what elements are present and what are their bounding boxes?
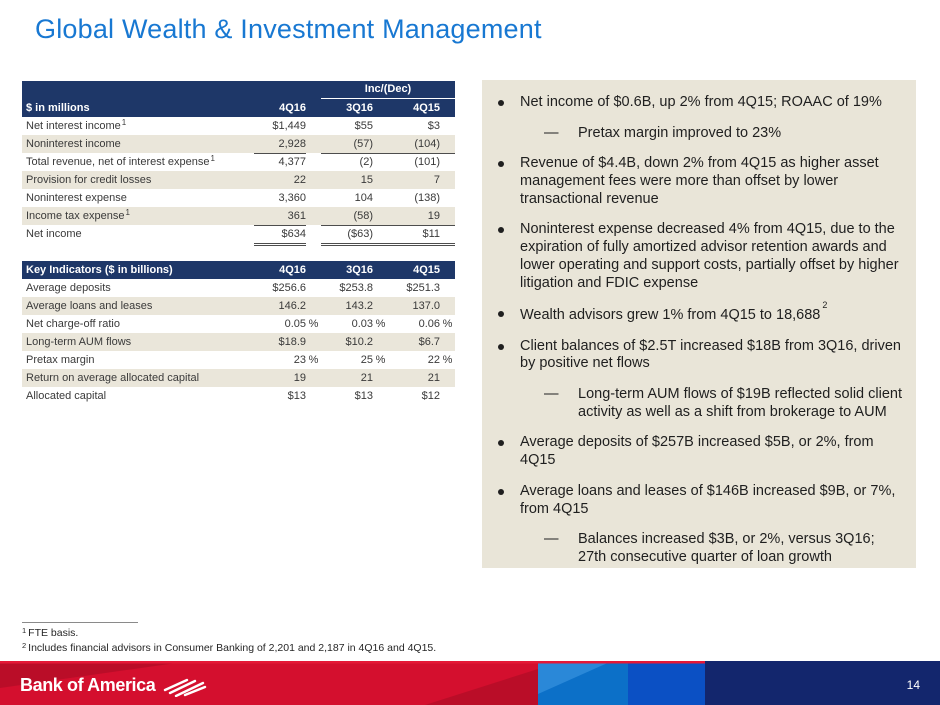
- footer-band-graphic: [0, 661, 940, 705]
- col-4q15: 4Q15: [413, 102, 440, 114]
- table-row: Provision for credit losses 22 15 7: [22, 171, 455, 189]
- table-row: Net charge-off ratio 0.05% 0.03% 0.06%: [26, 318, 453, 330]
- table-row: Return on average allocated capital 19 2…: [22, 369, 455, 387]
- bullet-icon: [498, 343, 504, 350]
- bullet-icon: [498, 440, 504, 447]
- list-item: Client balances of $2.5T increased $18B …: [498, 338, 902, 373]
- list-item: Revenue of $4.4B, down 2% from 4Q15 as h…: [498, 155, 902, 208]
- page-title: Global Wealth & Investment Management: [35, 14, 542, 44]
- table1-incdec-row: Inc/(Dec): [22, 81, 455, 99]
- col-4q15: 4Q15: [413, 264, 440, 276]
- bullet-icon: [498, 488, 504, 495]
- table-row: Total revenue, net of interest expense1 …: [26, 154, 440, 168]
- table-row: Average loans and leases 146.2 143.2 137…: [22, 297, 455, 315]
- table1-header-row: $ in millions 4Q16 3Q16 4Q15: [22, 99, 455, 117]
- table-row: Income tax expense1 361 (58) 19: [22, 207, 455, 226]
- bullet-icon: [498, 311, 504, 318]
- table2-header-label: Key Indicators ($ in billions): [26, 264, 173, 276]
- table-row: Long-term AUM flows $18.9 $10.2 $6.7: [22, 333, 455, 351]
- dash-icon: —: [544, 386, 559, 403]
- col-4q16: 4Q16: [279, 264, 306, 276]
- highlights-panel: Net income of $0.6B, up 2% from 4Q15; RO…: [482, 80, 916, 568]
- footnote-2: 2 Includes financial advisors in Consumer…: [22, 641, 437, 654]
- footnote-divider: [22, 622, 138, 623]
- list-item: Average loans and leases of $146B increa…: [498, 483, 902, 518]
- dash-icon: —: [544, 124, 559, 141]
- list-subitem: — Pretax margin improved to 23%: [544, 124, 782, 141]
- table-row: Pretax margin 23% 25% 22%: [26, 354, 453, 366]
- footer-banner: Bank of America 14: [0, 661, 940, 705]
- col-3q16: 3Q16: [346, 102, 373, 114]
- list-item: Wealth advisors grew 1% from 4Q15 to 18,…: [498, 300, 902, 325]
- bullet-icon: [498, 161, 504, 168]
- bullet-icon: [498, 227, 504, 234]
- table-row: Noninterest income 2,928 (57) (104): [22, 135, 455, 154]
- list-subitem: — Long-term AUM flows of $19B reflected …: [544, 386, 902, 420]
- list-subitem: — Balances increased $3B, or 2%, versus …: [544, 531, 875, 565]
- table-row: Average deposits $256.6 $253.8 $251.3: [26, 282, 440, 294]
- bofa-flag-icon: [164, 678, 207, 697]
- income-statement-table: Inc/(Dec) $ in millions 4Q16 3Q16 4Q15 N…: [22, 81, 455, 246]
- table-row: Allocated capital $13 $13 $12: [26, 390, 440, 402]
- col-3q16: 3Q16: [346, 264, 373, 276]
- list-item: Average deposits of $257B increased $5B,…: [498, 434, 902, 469]
- key-indicators-table: Key Indicators ($ in billions) 4Q16 3Q16…: [22, 261, 455, 405]
- table2-header-row: Key Indicators ($ in billions) 4Q16 3Q16…: [22, 261, 455, 279]
- table1-header-label: $ in millions: [26, 102, 90, 114]
- bank-of-america-wordmark: Bank of America: [20, 674, 156, 695]
- bank-of-america-logo: Bank of America: [20, 673, 207, 697]
- table-row: Net income $634 ($63) $11: [22, 225, 455, 246]
- dash-icon: —: [544, 531, 559, 548]
- list-item: Net income of $0.6B, up 2% from 4Q15; RO…: [498, 94, 902, 112]
- footnotes: 1 FTE basis. 2 Includes financial advisors…: [22, 622, 436, 656]
- bullet-icon: [498, 100, 504, 106]
- list-item: Noninterest expense decreased 4% from 4Q…: [498, 221, 902, 292]
- table-row: Net interest income1 $1,449 $55 $3: [26, 118, 440, 132]
- footnote-1: 1 FTE basis.: [22, 626, 79, 639]
- table-row: Noninterest expense 3,360 104 (138): [26, 192, 440, 204]
- page-number: 14: [906, 678, 920, 692]
- incdec-header: Inc/(Dec): [321, 81, 455, 99]
- col-4q16: 4Q16: [279, 102, 306, 114]
